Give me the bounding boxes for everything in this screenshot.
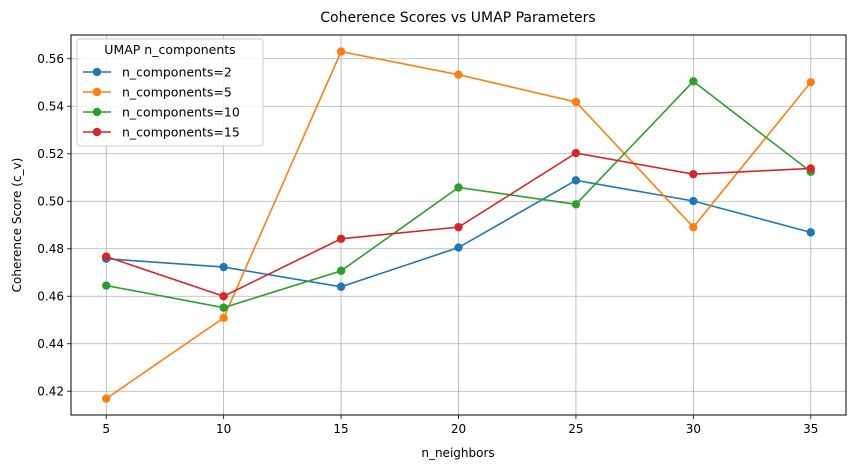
data-point <box>454 70 463 79</box>
legend-entry: n_components=15 <box>83 125 240 140</box>
x-tick-label: 15 <box>333 422 348 436</box>
x-tick-label: 25 <box>568 422 583 436</box>
legend-entry: n_components=2 <box>83 65 232 80</box>
data-point <box>806 164 815 173</box>
x-tick-label: 30 <box>686 422 701 436</box>
series-3 <box>102 77 815 312</box>
data-point <box>571 200 581 209</box>
data-point <box>806 78 815 87</box>
data-point <box>571 176 581 185</box>
data-point <box>689 196 698 206</box>
y-axis-label: Coherence Score (c_v) <box>10 158 24 293</box>
y-tick-label: 0.48 <box>37 242 64 256</box>
x-tick-label: 20 <box>451 422 466 436</box>
x-tick-label: 35 <box>803 422 818 436</box>
y-tick-label: 0.50 <box>37 194 64 208</box>
data-point <box>219 292 228 301</box>
x-axis-label: n_neighbors <box>421 446 494 460</box>
y-tick-label: 0.46 <box>37 289 64 303</box>
legend-label: n_components=15 <box>122 125 240 140</box>
data-point <box>336 234 346 243</box>
x-tick-label: 5 <box>102 422 110 436</box>
data-point <box>336 47 346 56</box>
data-point <box>454 243 463 252</box>
legend-swatch-marker <box>92 127 102 137</box>
series-4 <box>102 148 815 301</box>
legend-swatch-marker <box>92 87 102 97</box>
legend-swatch-marker <box>92 67 102 77</box>
data-point <box>219 303 228 312</box>
series-2 <box>102 47 815 403</box>
data-point <box>689 222 698 232</box>
data-point <box>102 281 111 290</box>
data-point <box>102 394 111 403</box>
legend-swatch-marker <box>92 107 102 117</box>
ticks: 5 10 15 20 25 30 35 0.42 0.44 0.46 0.48 0.50 0.52 0.5… <box>37 52 818 436</box>
y-tick-label: 0.42 <box>37 384 64 398</box>
legend-entry: n_components=10 <box>83 105 240 120</box>
y-tick-label: 0.56 <box>37 52 64 66</box>
data-point <box>336 282 346 291</box>
data-point <box>454 183 463 192</box>
series-layer <box>102 47 815 403</box>
data-point <box>454 222 463 232</box>
data-point <box>102 252 111 261</box>
legend-label: n_components=5 <box>122 85 232 100</box>
data-point <box>689 169 698 179</box>
legend-entry: n_components=5 <box>83 85 232 100</box>
legend-label: n_components=2 <box>122 65 232 80</box>
x-tick-label: 10 <box>216 422 231 436</box>
legend: UMAP n_components n_components=2 n_compone… <box>76 38 264 147</box>
chart-title: Coherence Scores vs UMAP Parameters <box>320 10 595 26</box>
y-tick-label: 0.52 <box>37 147 64 161</box>
data-point <box>689 77 698 86</box>
data-point <box>571 97 581 107</box>
legend-title: UMAP n_components <box>104 42 235 57</box>
y-tick-label: 0.44 <box>37 337 64 351</box>
data-point <box>571 148 581 158</box>
data-point <box>219 262 228 272</box>
y-tick-label: 0.54 <box>37 99 64 113</box>
data-point <box>336 266 346 276</box>
data-point <box>219 313 228 323</box>
legend-box <box>76 38 264 147</box>
legend-label: n_components=10 <box>122 105 240 120</box>
data-point <box>806 228 815 237</box>
